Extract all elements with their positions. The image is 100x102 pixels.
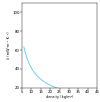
X-axis label: density (kg/m³): density (kg/m³) bbox=[46, 95, 73, 99]
Y-axis label: λ (mW·m⁻¹·K⁻¹): λ (mW·m⁻¹·K⁻¹) bbox=[7, 32, 11, 59]
